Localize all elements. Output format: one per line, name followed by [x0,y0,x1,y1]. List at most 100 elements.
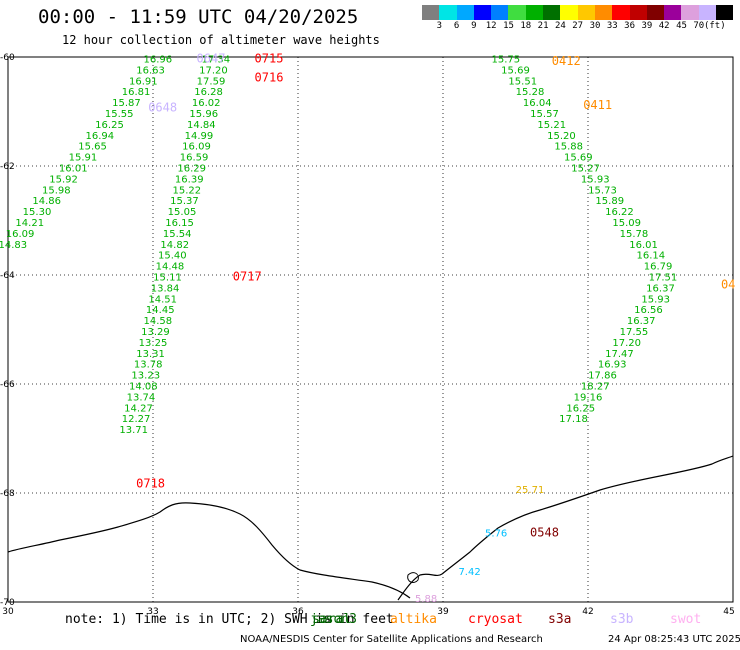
swh-value: 15.51 [508,76,537,87]
track-west-outer: 16.9616.6316.9116.8115.8715.5516.2516.94… [0,54,172,250]
swh-value: 14.08 [129,381,158,392]
swh-value: 16.14 [637,251,666,262]
swh-value: 16.22 [605,207,634,218]
swh-value: 16.93 [598,360,627,371]
lat-tick-label: -62 [0,162,15,172]
coastline-east [397,455,734,601]
swh-value: 16.28 [194,87,223,98]
track-east: 15.7515.6915.5115.2816.0415.5715.2115.20… [492,54,678,425]
swh-value: 15.54 [163,229,192,240]
swh-value: 18.27 [581,381,610,392]
swh-value: 16.25 [95,120,124,131]
swh-value: 15.73 [588,185,617,196]
swh-value: 15.89 [595,196,624,207]
pass-id-label: 0718 [136,477,165,491]
footer-credit: NOAA/NESDIS Center for Satellite Applica… [240,634,543,645]
page-title: 00:00 - 11:59 UTC 04/20/2025 [38,6,359,28]
swh-value: 7.42 [458,567,480,578]
colorbar-label: 30 [589,21,601,31]
swh-value: 15.05 [168,207,197,218]
swh-value: 14.58 [144,316,173,327]
colorbar-swatch [439,5,457,20]
colorbar-swatch [629,5,647,20]
colorbar-label: 45 [676,21,687,31]
colorbar-swatch [577,5,595,20]
colorbar-swatch [716,5,734,20]
swh-value: 17.59 [197,76,226,87]
colorbar-swatch [525,5,544,20]
colorbar-swatch [456,5,474,20]
swh-value: 16.01 [629,240,658,251]
swh-value: 16.94 [86,131,115,142]
colorbar-swatch [612,5,630,20]
swh-value: 5.88 [415,594,437,605]
swh-value: 15.55 [105,109,134,120]
swh-value: 15.98 [42,185,71,196]
swh-value: 17.20 [199,65,228,76]
swh-value: 15.93 [641,294,670,305]
legend-swot: swot [670,612,702,627]
swh-value: 15.22 [173,185,202,196]
colorbar-swatch [473,5,492,20]
lat-tick-label: -68 [0,489,15,499]
page-subtitle: 12 hour collection of altimeter wave hei… [62,33,380,47]
swh-value: 15.11 [153,272,182,283]
footer-note: note: 1) Time is in UTC; 2) SWH is in fe… [65,612,394,627]
swh-value: 13.25 [139,338,168,349]
swh-value: 16.56 [634,305,663,316]
pass-id-label: 0716 [255,71,284,85]
swh-value: 12.27 [122,414,151,425]
swh-value: 14.45 [146,305,175,316]
swh-value: 16.79 [644,262,673,273]
swh-value: 15.69 [501,65,530,76]
swh-value: 15.92 [49,174,78,185]
lon-tick-label: 36 [292,607,304,617]
colorbar-label: 3 [436,21,443,31]
swh-value: 16.91 [129,76,158,87]
colorbar-swatch [698,5,717,20]
swh-value: 17.86 [588,371,617,382]
colorbar-label: 36 [624,21,636,31]
swh-value: 15.78 [620,229,649,240]
pass-labels: 0715 0716 0647 0648 0717 0718 0412 0411 0548 04 [136,51,735,539]
swh-value: 17.34 [202,54,231,65]
extra-swh-values: 25.71 5.76 7.42 5.88 [415,485,544,605]
lon-tick-label: 30 [2,607,14,617]
swh-value: 14.21 [15,218,44,229]
legend-cryosat: cryosat [468,612,523,627]
swh-value: 15.75 [492,54,521,65]
lon-tick-label: 33 [147,607,158,617]
swh-value: 16.29 [177,163,206,174]
track-west-inner: 17.3417.2017.5916.2816.0215.9614.8414.99… [119,54,230,436]
pass-id-label: 0715 [255,51,284,65]
colorbar-label: 27 [572,21,584,31]
pass-id-label: 0548 [530,526,559,540]
antarctic-coastline [7,455,734,601]
swh-value: 13.31 [136,349,165,360]
swh-value: 14.48 [156,262,185,273]
colorbar-swatch [543,5,561,20]
swh-value: 13.71 [119,425,148,436]
colorbar-label: 6 [453,21,460,31]
lon-tick-label: 42 [582,607,593,617]
colorbar-label: 18 [520,21,532,31]
colorbar-swatch [664,5,682,20]
swh-value: 17.47 [605,349,634,360]
swh-value: 14.86 [32,196,61,207]
swh-value: 16.09 [6,229,35,240]
altimeter-tracks: 16.9616.6316.9116.8115.8715.5516.2516.94… [0,54,677,605]
swh-value: 15.88 [554,142,583,153]
colorbar-swatch [594,5,613,20]
swh-value: 19.16 [574,392,603,403]
swh-value: 15.40 [158,251,187,262]
colorbar-swatch [422,5,440,20]
colorbar-swatch [560,5,578,20]
pass-id-label: 0411 [583,98,612,112]
swh-value: 14.84 [187,120,216,131]
swh-value: 15.27 [571,163,600,174]
footer-generated: 24 Apr 08:25:43 UTC 2025 [608,634,740,645]
swh-value: 15.57 [530,109,559,120]
lat-lon-grid [8,57,733,602]
legend-altika: altika [390,612,437,627]
